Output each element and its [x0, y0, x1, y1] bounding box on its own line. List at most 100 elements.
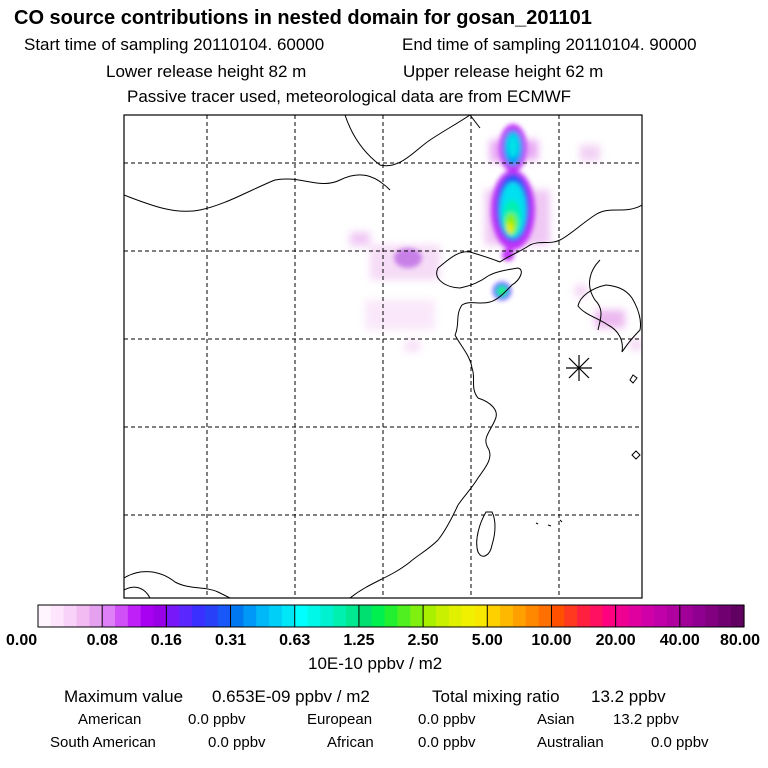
colorbar-cell: [358, 605, 373, 627]
colorbar-cell: [192, 605, 206, 627]
region-value: 0.0 ppbv: [208, 734, 266, 751]
colorbar-cell: [641, 605, 655, 627]
colorbar-tick-label: 0.16: [151, 632, 182, 649]
colorbar-cell: [487, 605, 501, 627]
colorbar-cell: [589, 605, 604, 627]
colorbar-cell: [538, 605, 553, 627]
concentration-field: [350, 124, 642, 352]
colorbar-cell: [346, 605, 360, 627]
end-time: End time of sampling 20110104. 90000: [402, 35, 697, 54]
colorbar-cell: [333, 605, 347, 627]
plot-title: CO source contributions in nested domain…: [14, 7, 592, 29]
start-time: Start time of sampling 20110104. 60000: [24, 35, 325, 54]
region-name: Asian: [537, 711, 575, 728]
colorbar-cell: [166, 605, 180, 627]
colorbar-cell: [679, 605, 694, 627]
colorbar-cell: [281, 605, 296, 627]
colorbar-tick-label: 0.63: [279, 632, 310, 649]
colorbar-cell: [294, 605, 309, 627]
coastlines: [124, 115, 642, 598]
colorbar-cell: [307, 605, 321, 627]
colorbar-cell: [38, 605, 52, 627]
colorbar-unit: 10E-10 ppbv / m2: [308, 654, 443, 673]
total-mixing-value: 13.2 ppbv: [591, 687, 666, 706]
colorbar: [38, 605, 745, 627]
colorbar-cell: [551, 605, 565, 627]
max-value-label: Maximum value: [64, 687, 184, 706]
grid-lines: [124, 115, 642, 598]
region-value: 0.0 ppbv: [188, 711, 246, 728]
colorbar-tick-label: 10.00: [531, 632, 571, 649]
colorbar-cell: [50, 605, 65, 627]
map-frame: [123, 114, 643, 599]
colorbar-cell: [666, 605, 681, 627]
colorbar-tick-label: 5.00: [472, 632, 503, 649]
colorbar-cell: [217, 605, 232, 627]
colorbar-cell: [602, 605, 617, 627]
colorbar-cell: [371, 605, 386, 627]
region-name: South American: [50, 734, 156, 751]
region-value: 0.0 ppbv: [418, 711, 476, 728]
colorbar-cell: [140, 605, 155, 627]
region-name: African: [327, 734, 374, 751]
colorbar-cell: [179, 605, 193, 627]
colorbar-cell: [256, 605, 270, 627]
colorbar-cell: [718, 605, 732, 627]
colorbar-cell: [692, 605, 707, 627]
colorbar-cell: [243, 605, 257, 627]
colorbar-cell: [230, 605, 244, 627]
region-value: 13.2 ppbv: [613, 711, 679, 728]
region-value: 0.0 ppbv: [651, 734, 709, 751]
colorbar-cell: [435, 605, 450, 627]
colorbar-cell: [654, 605, 668, 627]
colorbar-tick-label: 0.31: [215, 632, 246, 649]
colorbar-cell: [320, 605, 334, 627]
colorbar-cell: [204, 605, 219, 627]
colorbar-tick-label: 20.00: [596, 632, 636, 649]
colorbar-cell: [512, 605, 527, 627]
colorbar-cell: [448, 605, 463, 627]
colorbar-cell: [461, 605, 476, 627]
colorbar-tick-label: 80.00: [720, 632, 760, 649]
colorbar-tick-labels: 0.00 0.08 0.16 0.31 0.63 1.25 2.50 5.00 10.00 20.…: [6, 632, 760, 649]
colorbar-cell: [500, 605, 514, 627]
colorbar-dividers: [101, 605, 681, 627]
colorbar-cell: [76, 605, 90, 627]
colorbar-cell: [474, 605, 488, 627]
total-mixing-label: Total mixing ratio: [432, 687, 560, 706]
receptor-marker-icon: [566, 355, 592, 381]
region-name: American: [78, 711, 142, 728]
upper-release-height: Upper release height 62 m: [403, 62, 604, 81]
max-value: 0.653E-09 ppbv / m2: [212, 687, 370, 706]
colorbar-cell: [89, 605, 103, 627]
colorbar-cell: [628, 605, 642, 627]
colorbar-cell: [525, 605, 540, 627]
colorbar-tick-label: 0.08: [87, 632, 118, 649]
colorbar-tick-label: 2.50: [408, 632, 439, 649]
colorbar-tick-label: 1.25: [343, 632, 374, 649]
tracer-note: Passive tracer used, meteorological data…: [127, 87, 572, 106]
region-name: European: [307, 711, 373, 728]
colorbar-cell: [115, 605, 129, 627]
colorbar-tick-label: 40.00: [660, 632, 700, 649]
colorbar-cell: [615, 605, 630, 627]
region-name: Australian: [537, 734, 604, 751]
colorbar-frame: [37, 604, 745, 628]
colorbar-cell: [384, 605, 399, 627]
colorbar-cell: [127, 605, 142, 627]
colorbar-cell: [102, 605, 116, 627]
colorbar-cell: [397, 605, 411, 627]
colorbar-cell: [410, 605, 424, 627]
colorbar-cell: [705, 605, 719, 627]
colorbar-cell: [564, 605, 578, 627]
colorbar-cell: [269, 605, 283, 627]
colorbar-tick-label: 0.00: [6, 632, 37, 649]
region-value: 0.0 ppbv: [418, 734, 476, 751]
colorbar-cell: [731, 605, 745, 627]
colorbar-cell: [577, 605, 591, 627]
colorbar-cell: [153, 605, 167, 627]
colorbar-cell: [423, 605, 437, 627]
lower-release-height: Lower release height 82 m: [106, 62, 307, 81]
colorbar-cell: [63, 605, 78, 627]
